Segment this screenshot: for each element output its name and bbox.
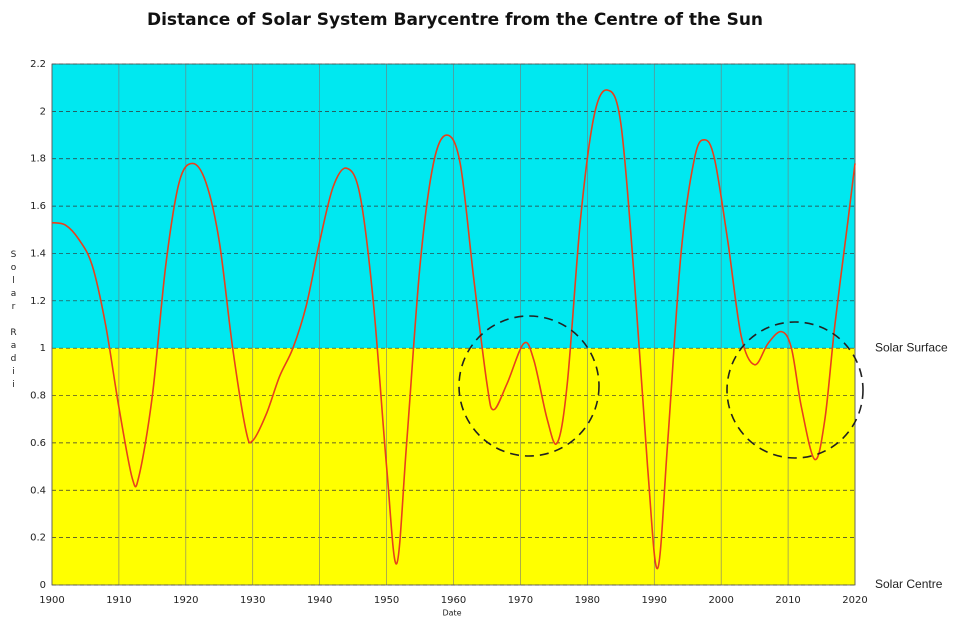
- y-tick-label: 0.8: [30, 391, 46, 402]
- grid: 0 0.2 0.4 0.6 0.8 1 1.2 1.4 1.6 1.8 2 2.2 1900 1910 19…: [30, 59, 868, 606]
- y-tick-label: 1.6: [30, 201, 46, 212]
- x-tick-label: 2010: [775, 595, 800, 606]
- y-tick-label: 0: [40, 580, 46, 591]
- marks: [51, 89, 856, 570]
- y-tick-label: 0.6: [30, 438, 46, 449]
- x-tick-label: 2020: [842, 595, 867, 606]
- highlight-circle: [726, 321, 864, 459]
- y-tick-label: 1.8: [30, 154, 46, 165]
- x-tick-label: 1980: [575, 595, 600, 606]
- series-line: [51, 89, 856, 570]
- y-tick-label: 1.4: [30, 248, 46, 259]
- x-tick-label: 1920: [173, 595, 198, 606]
- annotation: Solar Centre: [875, 577, 943, 591]
- y-tick-label: 0.4: [30, 485, 46, 496]
- y-tick-label: 1.2: [30, 296, 46, 307]
- x-tick-label: 1970: [508, 595, 533, 606]
- x-axis-label: Date: [442, 609, 461, 618]
- x-tick-label: 1900: [39, 595, 64, 606]
- x-tick-label: 1990: [642, 595, 667, 606]
- y-tick-label: 1: [40, 343, 46, 354]
- y-tick-label: 0.2: [30, 533, 46, 544]
- y-axis-label: Solar Radii: [9, 250, 19, 393]
- x-tick-label: 1910: [106, 595, 131, 606]
- x-tick-label: 1960: [441, 595, 466, 606]
- plot-border: [51, 63, 856, 586]
- chart-title: Distance of Solar System Barycentre from…: [147, 10, 763, 30]
- annotation: Solar Surface: [875, 340, 948, 354]
- x-tick-label: 1940: [307, 595, 332, 606]
- y-tick-label: 2: [40, 106, 46, 117]
- x-tick-label: 1950: [374, 595, 399, 606]
- x-tick-label: 2000: [708, 595, 733, 606]
- highlight-circle: [458, 315, 600, 457]
- x-tick-label: 1930: [240, 595, 265, 606]
- y-tick-label: 2.2: [30, 59, 46, 70]
